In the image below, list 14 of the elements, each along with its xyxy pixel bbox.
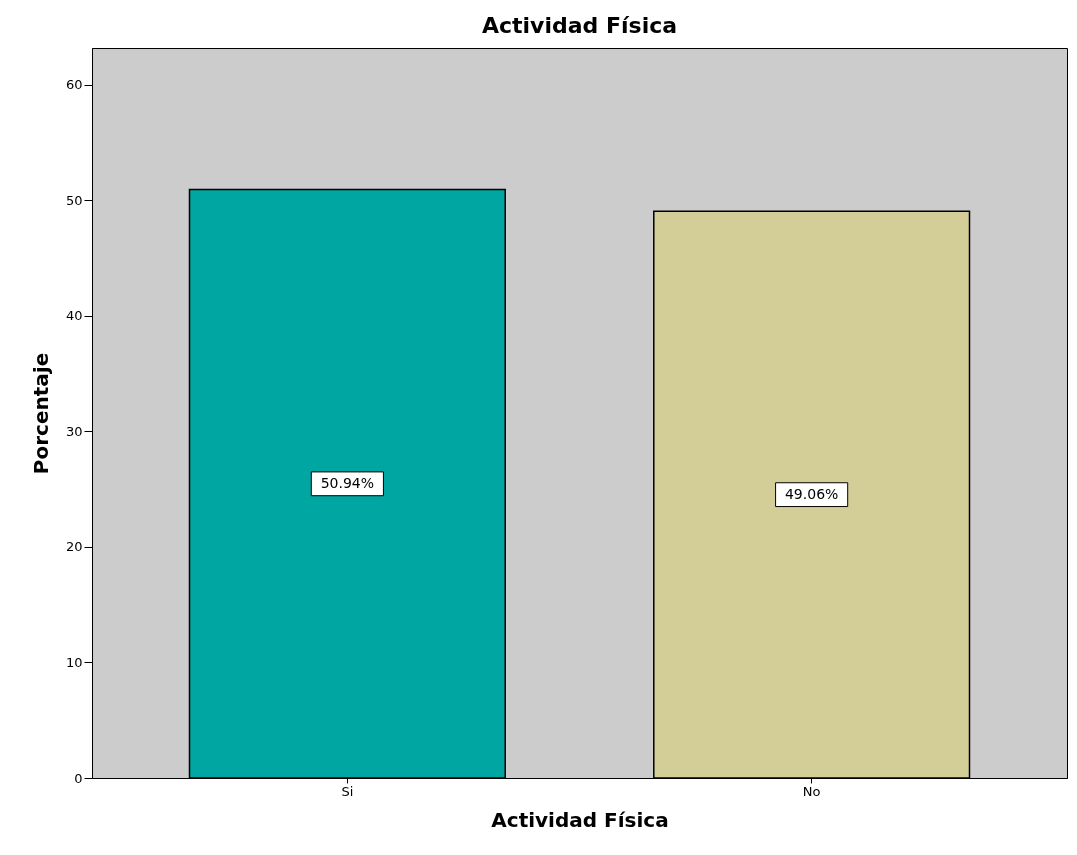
y-tick-label: 30 — [65, 423, 83, 439]
chart-title: Actividad Física — [481, 13, 678, 38]
x-tick-label: No — [802, 783, 821, 799]
x-axis-title: Actividad Física — [491, 807, 669, 832]
x-tick-label: Si — [341, 783, 354, 799]
y-tick-label: 50 — [65, 192, 83, 208]
y-tick-label: 20 — [65, 539, 83, 555]
y-tick-label: 60 — [65, 77, 83, 93]
y-tick-label: 0 — [74, 770, 83, 786]
y-tick-label: 40 — [65, 308, 83, 324]
data-label: 50.94% — [320, 474, 375, 491]
y-axis-title: Porcentaje — [28, 352, 53, 475]
data-label: 49.06% — [784, 485, 839, 502]
y-tick-label: 10 — [65, 654, 83, 670]
